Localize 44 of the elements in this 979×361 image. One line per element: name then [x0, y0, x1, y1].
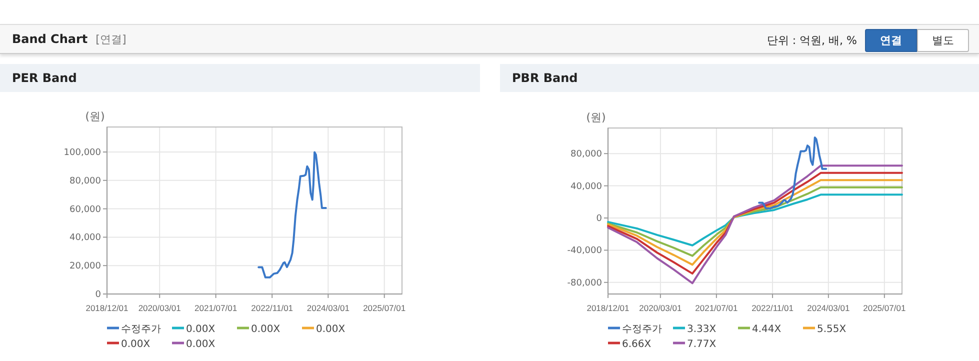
legend-label: 0.00X [316, 324, 346, 335]
legend-label: 3.33X [687, 324, 716, 335]
x-tick-label: 2025/07/01 [863, 303, 906, 313]
x-tick-label: 2018/12/01 [86, 303, 129, 313]
x-tick-label: 2018/12/01 [586, 303, 630, 313]
y-tick-label: 60,000 [70, 204, 102, 215]
legend-label: 4.44X [752, 324, 782, 335]
y-tick-label: 40,000 [70, 233, 102, 244]
legend-label: 0.00X [121, 339, 150, 350]
y-tick-label: 100,000 [64, 148, 102, 158]
y-tick-label: 0 [596, 214, 602, 224]
x-tick-label: 2021/07/01 [194, 303, 238, 313]
legend-label: 수정주가 [622, 324, 662, 335]
y-axis-title: (원) [586, 111, 606, 124]
text: Band Chart [12, 32, 88, 46]
y-tick-label: 0 [95, 290, 102, 300]
text: 연결 [865, 29, 917, 52]
y-tick-label: 80,000 [570, 150, 602, 160]
legend-label: 수정주가 [121, 324, 161, 335]
legend-label: 0.00X [186, 324, 216, 335]
chart-title: PER Band [0, 64, 480, 92]
legend-label: 5.55X [817, 324, 846, 335]
legend-label: 0.00X [251, 324, 280, 335]
x-tick-label: 2021/07/01 [695, 303, 738, 313]
text: 별도 [917, 29, 969, 52]
legend-label: 0.00X [186, 339, 216, 350]
x-tick-label: 2025/07/01 [363, 303, 406, 313]
y-axis-title: (원) [85, 110, 105, 123]
x-tick-label: 2020/03/01 [639, 303, 682, 313]
text: 단위 : 억원, 배, % [766, 33, 857, 48]
y-tick-label: -80,000 [567, 278, 602, 288]
text: [연결] [96, 33, 126, 46]
y-tick-label: 40,000 [570, 182, 602, 192]
legend-label: 7.77X [687, 339, 716, 350]
x-tick-label: 2024/03/01 [807, 303, 850, 313]
y-tick-label: -40,000 [567, 246, 602, 256]
y-tick-label: 20,000 [70, 262, 102, 272]
y-tick-label: 80,000 [70, 176, 102, 186]
chart-title: PBR Band [500, 64, 979, 92]
x-tick-label: 2022/11/01 [251, 303, 294, 313]
x-tick-label: 2020/03/01 [138, 303, 182, 313]
legend-label: 6.66X [622, 339, 652, 350]
x-tick-label: 2022/11/01 [752, 303, 794, 313]
x-tick-label: 2024/03/01 [306, 303, 350, 313]
